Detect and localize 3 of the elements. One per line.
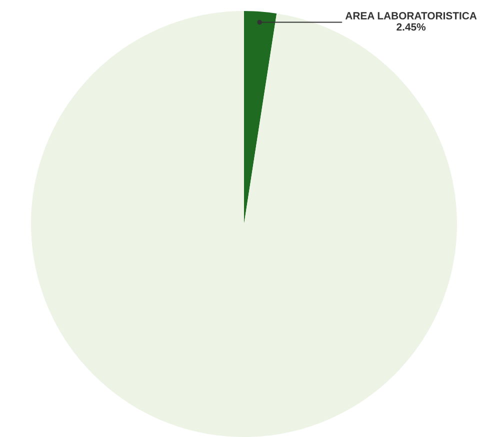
data-label: 2.45% [396, 23, 426, 31]
pie-slice [244, 11, 277, 224]
slice-label: AREA LABORATORISTICA [345, 12, 477, 20]
